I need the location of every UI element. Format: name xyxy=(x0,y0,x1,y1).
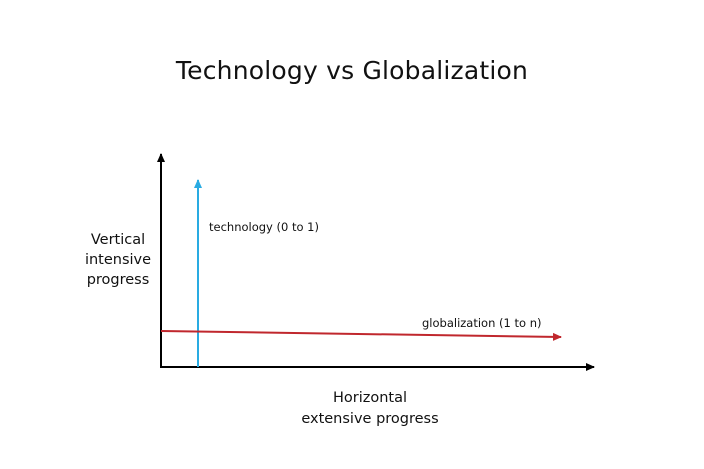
x-axis-label: Horizontal extensive progress xyxy=(260,388,480,430)
y-axis-label: Vertical intensive progress xyxy=(68,230,168,290)
technology-label: technology (0 to 1) xyxy=(209,220,319,234)
globalization-arrow xyxy=(160,330,562,341)
y-axis-label-line: progress xyxy=(86,272,150,288)
x-axis-label-line: extensive progress xyxy=(301,411,439,427)
globalization-label: globalization (1 to n) xyxy=(422,316,542,330)
y-axis-label-line: intensive xyxy=(84,252,152,268)
y-axis-label-line: Vertical xyxy=(90,232,146,248)
diagram-title: Technology vs Globalization xyxy=(175,56,529,85)
x-axis-label-line: Horizontal xyxy=(332,390,408,406)
